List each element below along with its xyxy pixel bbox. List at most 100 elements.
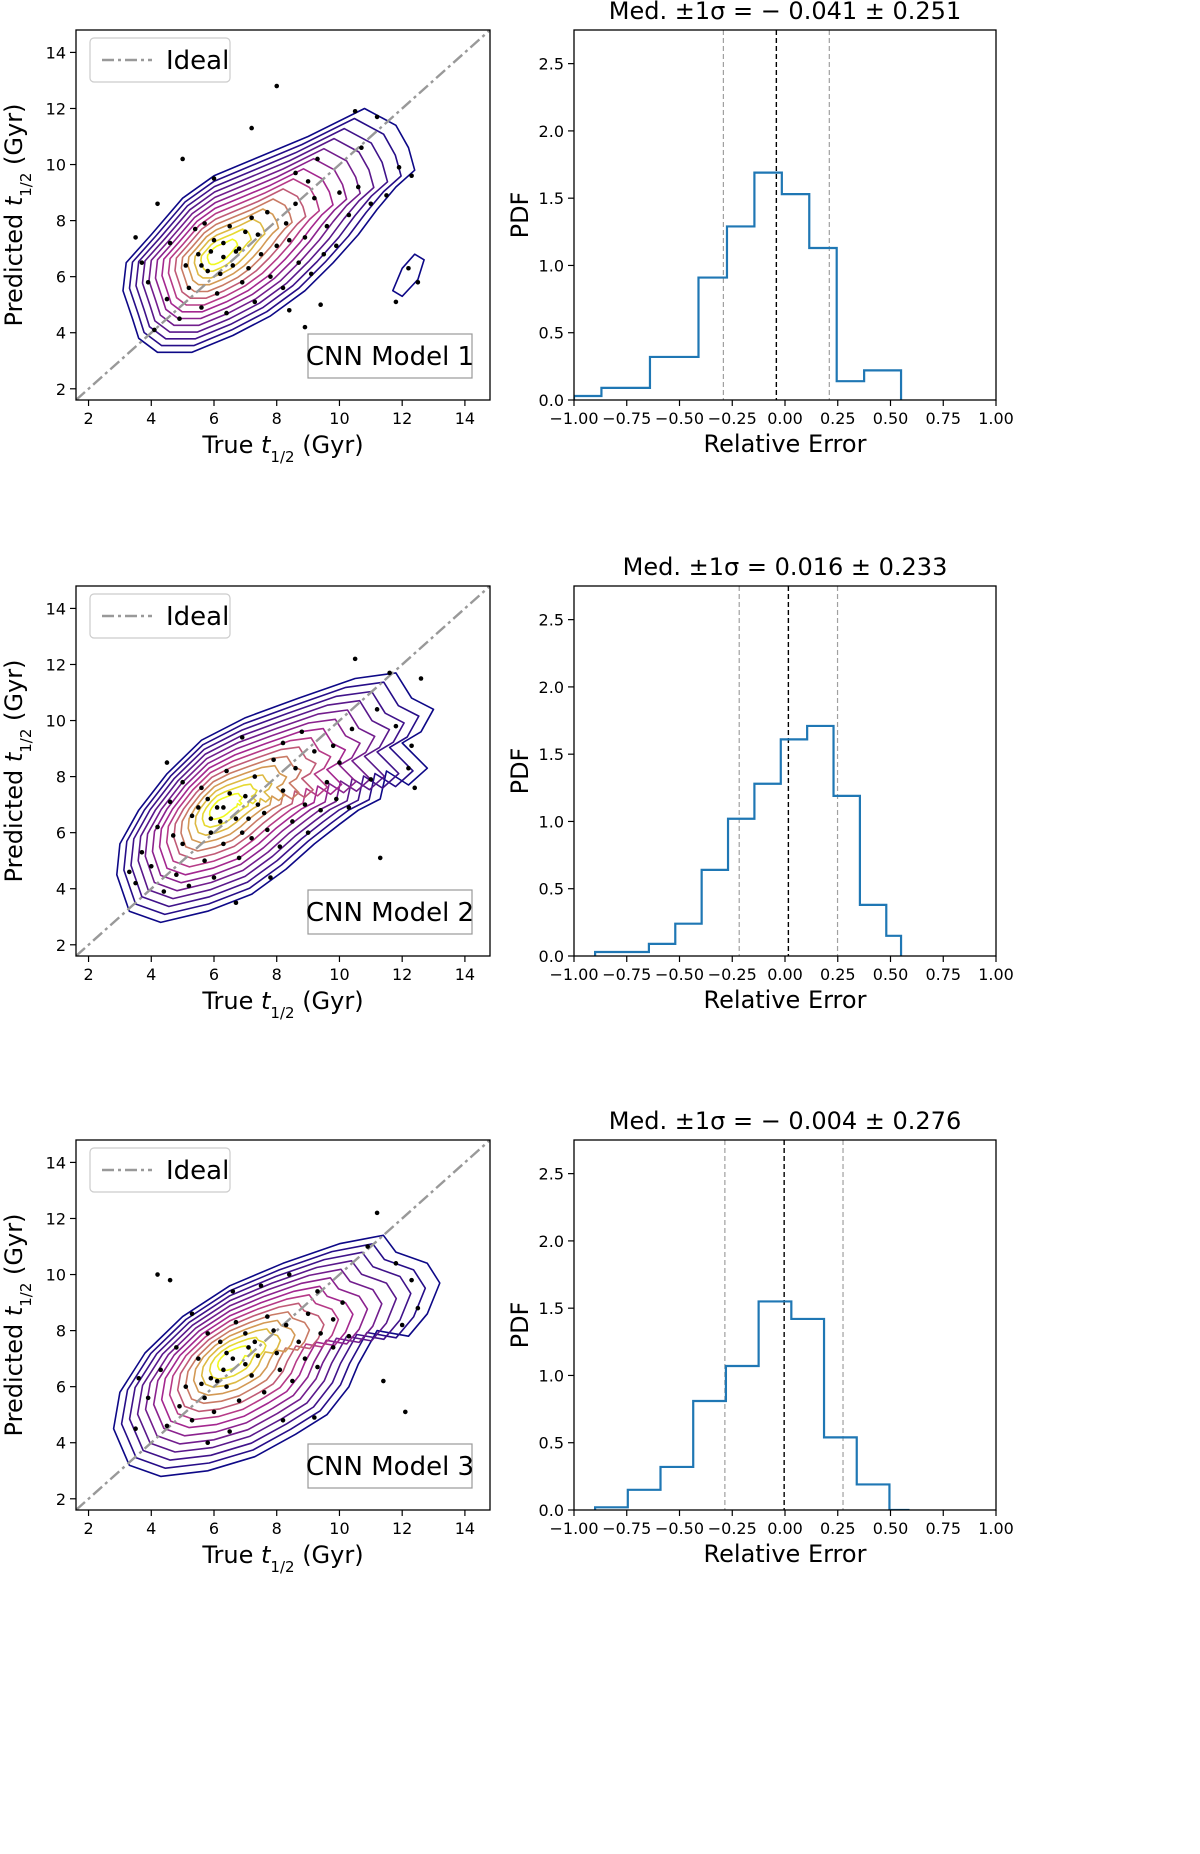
data-point	[258, 251, 264, 257]
data-point	[249, 835, 254, 841]
data-point	[243, 1361, 248, 1367]
data-point	[214, 291, 220, 296]
density-contour	[128, 1251, 412, 1461]
data-point	[205, 1331, 211, 1336]
data-point	[274, 83, 280, 89]
data-point	[227, 791, 232, 796]
data-point	[243, 793, 248, 799]
x-tick-label: 0.50	[873, 1519, 909, 1538]
density-contour	[187, 208, 280, 286]
data-point	[230, 1356, 236, 1361]
annotation-box	[307, 1443, 473, 1489]
density-contour	[200, 1328, 282, 1388]
y-tick-label: 4	[56, 324, 66, 343]
data-point	[377, 855, 383, 861]
data-point	[133, 1426, 138, 1432]
y-tick-label: 0.0	[539, 947, 564, 966]
data-point	[293, 170, 298, 176]
data-point	[152, 327, 157, 333]
data-point	[205, 268, 211, 274]
data-point	[283, 1322, 289, 1328]
data-point	[274, 1350, 280, 1356]
y-tick-label: 8	[56, 212, 66, 231]
x-tick-label: −0.75	[602, 965, 651, 984]
density-contour	[128, 117, 402, 347]
data-point	[249, 215, 254, 221]
x-tick-label: 0.50	[873, 965, 909, 984]
model-annotation: CNN Model 3	[306, 1443, 474, 1489]
density-contour	[148, 147, 361, 327]
data-point	[239, 279, 245, 285]
data-point	[268, 875, 273, 880]
x-tick-label: −0.50	[655, 1519, 704, 1538]
data-point	[324, 779, 330, 785]
x-tick-label: 0.25	[820, 965, 856, 984]
data-point	[277, 844, 283, 849]
model-annotation: CNN Model 2	[306, 889, 474, 935]
data-point	[211, 176, 217, 181]
data-point	[409, 1277, 414, 1283]
plot-area	[76, 1140, 490, 1510]
y-axis-label: PDF	[506, 748, 534, 795]
data-point	[155, 201, 160, 207]
data-point	[415, 279, 421, 285]
data-point	[196, 1356, 201, 1361]
density-contour	[130, 690, 405, 908]
data-point	[265, 827, 270, 833]
data-point	[227, 223, 232, 229]
ideal-line	[76, 30, 490, 400]
data-point	[208, 830, 214, 835]
legend-label: Ideal	[166, 46, 229, 76]
data-point	[205, 1440, 211, 1446]
data-point	[318, 302, 323, 307]
data-point	[352, 108, 358, 114]
plot-area	[594, 586, 903, 956]
data-point	[280, 740, 286, 746]
density-contour	[208, 792, 244, 821]
data-point	[255, 232, 261, 237]
y-tick-label: 1.0	[539, 256, 564, 275]
x-axis-label: Relative Error	[704, 986, 867, 1014]
chart-title: Med. ±1σ = − 0.041 ± 0.251	[609, 0, 961, 25]
y-axis-label: Predicted t1/2 (Gyr)	[0, 660, 35, 883]
data-point	[374, 114, 380, 120]
y-tick-label: 14	[46, 599, 66, 618]
y-tick-label: 4	[56, 1434, 66, 1453]
data-point	[255, 1353, 261, 1359]
axes-frame	[75, 29, 491, 401]
data-point	[258, 1283, 264, 1289]
data-point	[224, 1350, 229, 1356]
data-point	[243, 229, 248, 235]
data-point	[271, 757, 276, 763]
x-tick-label: −1.00	[549, 409, 598, 428]
data-point	[412, 785, 418, 791]
data-point	[199, 1381, 204, 1387]
density-contour	[161, 168, 334, 313]
data-point	[155, 1272, 160, 1277]
x-tick-label: 10	[329, 965, 349, 984]
histogram-step	[574, 171, 903, 400]
data-point	[286, 1272, 292, 1277]
y-tick-label: 2	[56, 1490, 66, 1509]
data-point	[352, 656, 358, 662]
data-point	[315, 1364, 320, 1370]
density-contour	[208, 1336, 267, 1380]
data-point	[261, 1389, 267, 1395]
data-point	[236, 246, 242, 251]
histogram-step	[594, 1300, 910, 1510]
scatter-panel-2: Ideal CNN Model 2 2 4 6 8 10 12 14 2 4 6 8 10 12 14 True…	[0, 585, 491, 1022]
data-point	[224, 1384, 229, 1389]
data-point	[409, 743, 414, 749]
y-tick-label: 0.5	[539, 1434, 564, 1453]
y-tick-label: 10	[46, 1266, 66, 1285]
data-point	[199, 785, 204, 791]
data-point	[233, 816, 239, 821]
x-tick-label: 0.00	[767, 409, 803, 428]
density-contour	[392, 253, 425, 298]
data-point	[286, 237, 292, 243]
y-tick-label: 10	[46, 156, 66, 175]
data-point	[233, 1319, 239, 1325]
legend-label: Ideal	[166, 1156, 229, 1186]
y-tick-label: 12	[46, 99, 66, 118]
data-point	[239, 735, 245, 740]
